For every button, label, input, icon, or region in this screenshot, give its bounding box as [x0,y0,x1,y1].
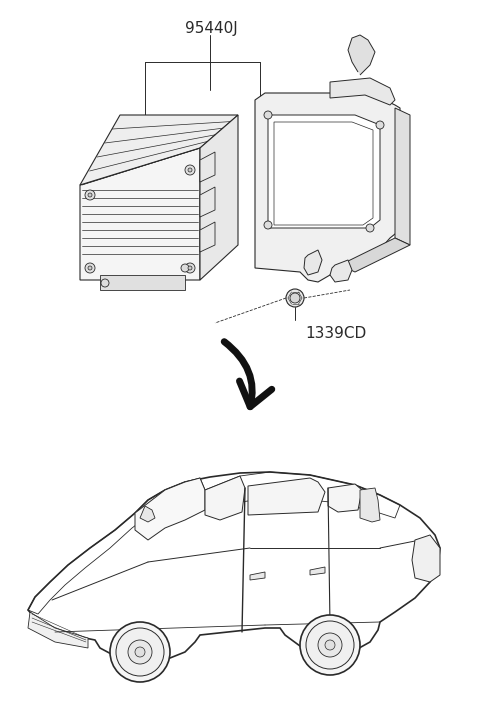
Text: 1339CD: 1339CD [305,325,366,341]
Circle shape [188,168,192,172]
Circle shape [286,289,304,307]
Circle shape [116,628,164,676]
Polygon shape [28,472,440,662]
Polygon shape [328,484,362,512]
Polygon shape [330,78,395,105]
Polygon shape [28,612,88,648]
Polygon shape [395,108,410,245]
Circle shape [185,165,195,175]
Polygon shape [255,93,400,282]
Polygon shape [248,478,325,515]
Circle shape [318,633,342,657]
Polygon shape [80,115,238,185]
Polygon shape [330,260,352,282]
Polygon shape [80,148,200,280]
Polygon shape [205,476,245,520]
Polygon shape [348,35,375,75]
Polygon shape [140,506,155,522]
Polygon shape [200,222,215,252]
Polygon shape [360,488,380,522]
Polygon shape [268,115,380,228]
Polygon shape [250,572,265,580]
Polygon shape [200,152,215,182]
Circle shape [88,266,92,270]
Polygon shape [135,478,205,540]
Polygon shape [304,250,322,275]
Circle shape [181,264,189,272]
FancyArrowPatch shape [224,342,272,407]
Polygon shape [310,567,325,575]
Circle shape [85,190,95,200]
Circle shape [188,266,192,270]
Polygon shape [100,275,185,290]
Text: 95440J: 95440J [185,21,238,36]
Circle shape [366,224,374,232]
Circle shape [306,621,354,669]
Polygon shape [200,115,238,280]
Circle shape [264,221,272,229]
Circle shape [376,121,384,129]
Circle shape [325,640,335,650]
Circle shape [290,293,300,303]
Polygon shape [200,187,215,217]
Circle shape [300,615,360,675]
Circle shape [110,622,170,682]
Circle shape [264,111,272,119]
Circle shape [185,263,195,273]
Circle shape [85,263,95,273]
Circle shape [128,640,152,664]
Polygon shape [412,535,440,582]
Circle shape [101,279,109,287]
Circle shape [88,193,92,197]
Polygon shape [340,238,410,272]
Circle shape [135,647,145,657]
